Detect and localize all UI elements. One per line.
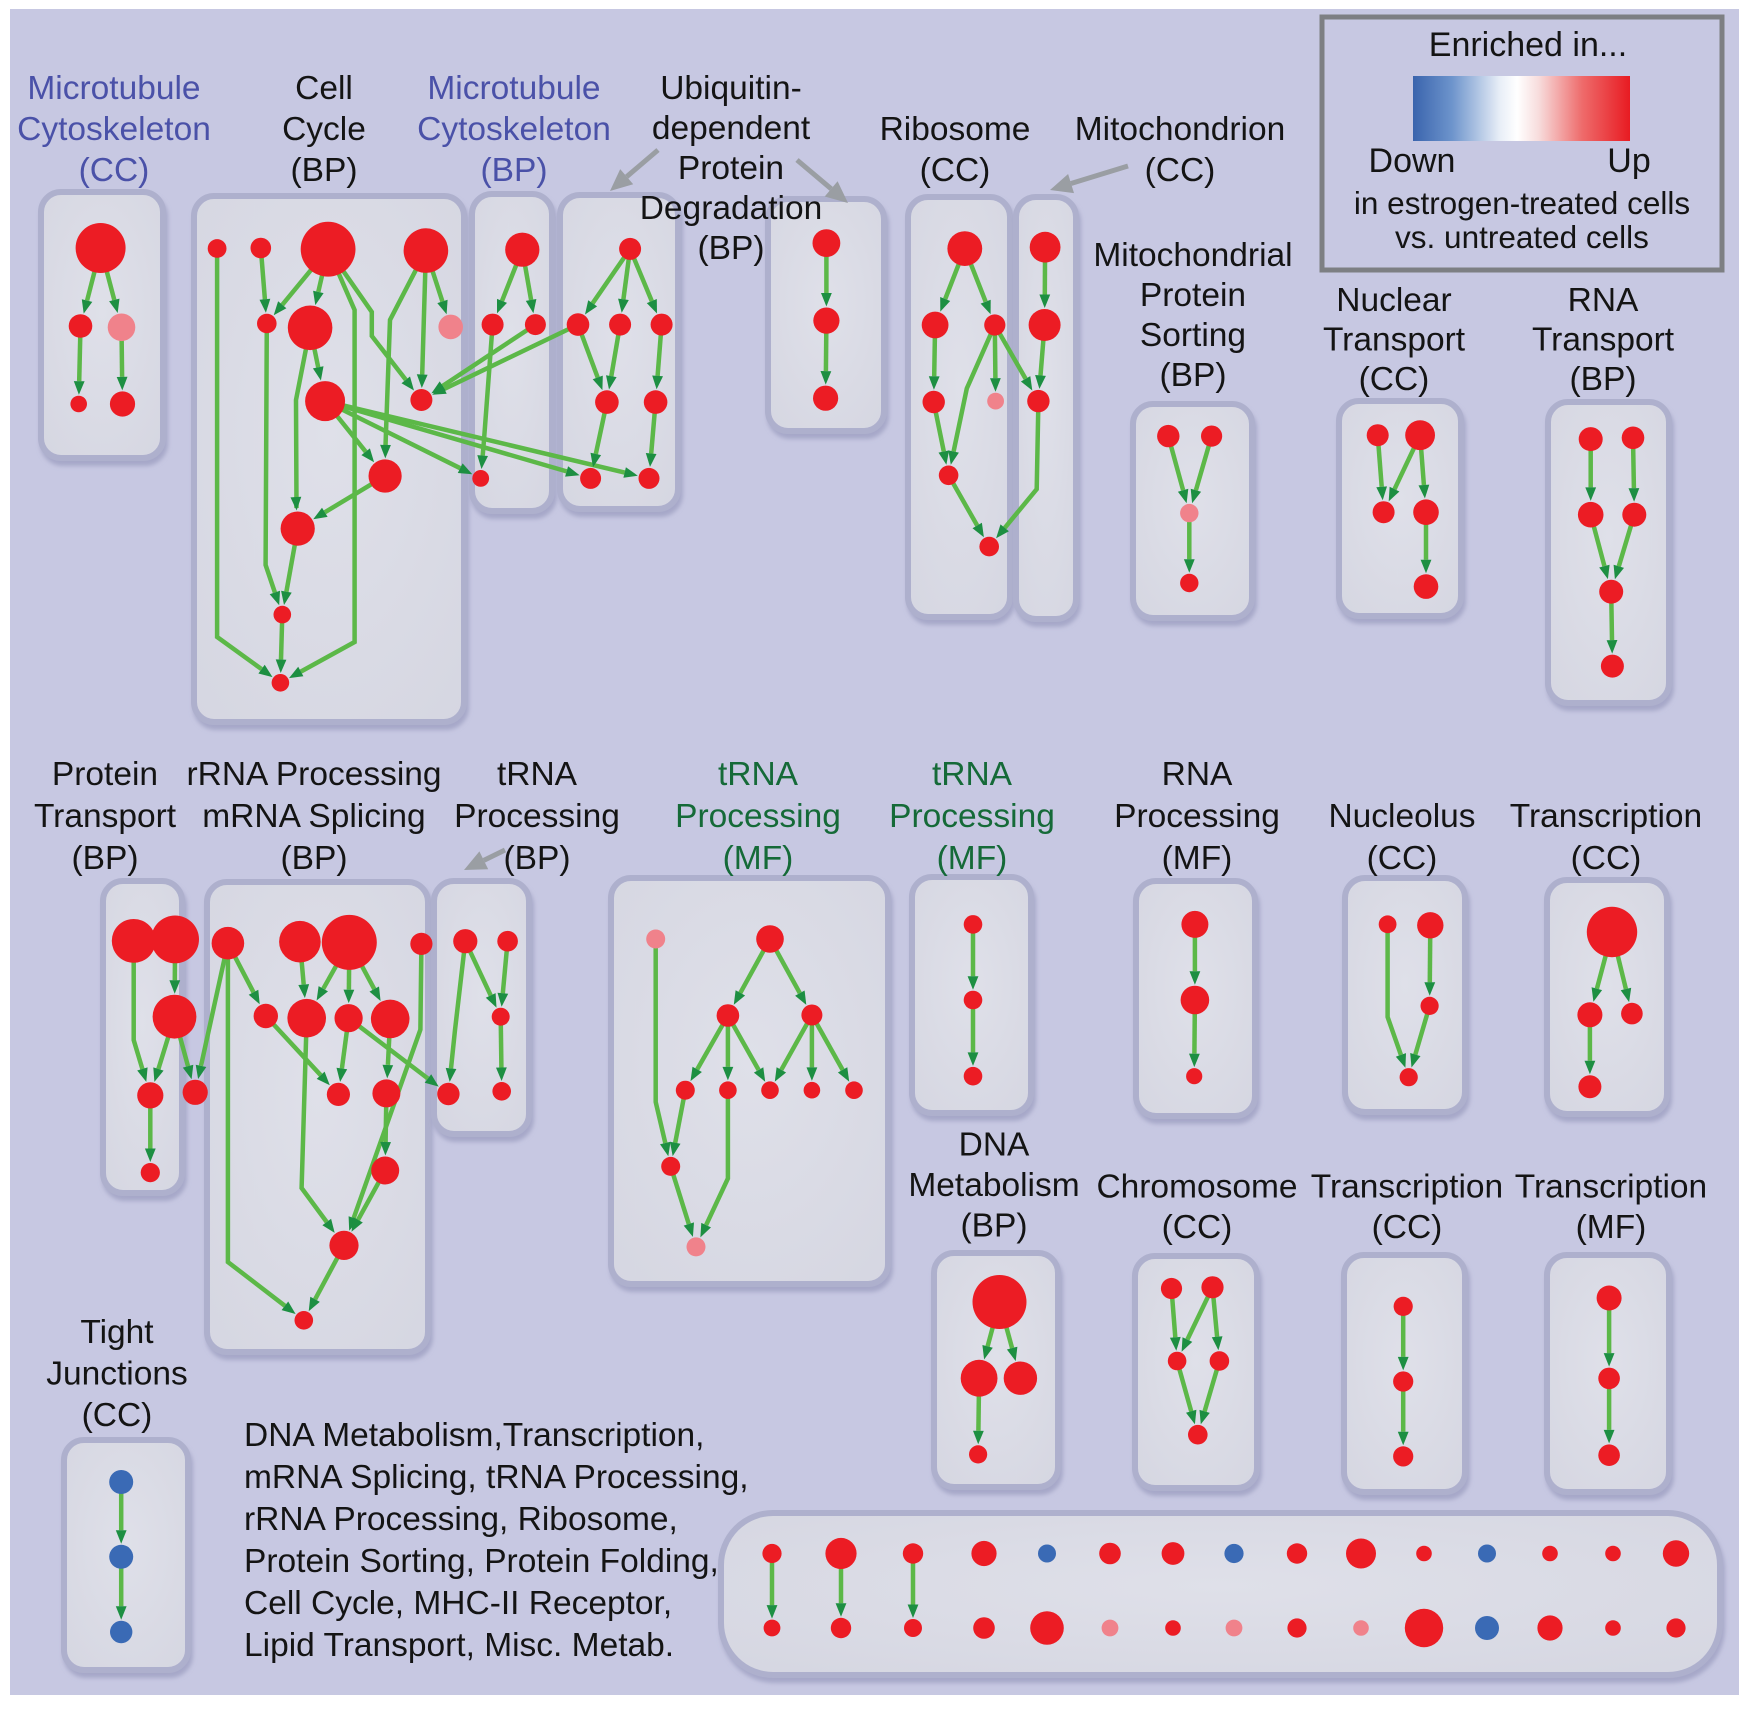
svg-text:(CC): (CC) (1367, 840, 1438, 877)
svg-text:Degradation: Degradation (640, 190, 823, 227)
svg-text:Processing: Processing (1114, 798, 1280, 835)
svg-text:(CC): (CC) (82, 1397, 153, 1434)
svg-text:(CC): (CC) (1359, 361, 1430, 398)
svg-text:(BP): (BP) (698, 230, 765, 267)
svg-text:Mitochondrion: Mitochondrion (1075, 111, 1285, 148)
svg-text:(BP): (BP) (291, 152, 358, 189)
svg-text:Protein: Protein (52, 756, 158, 793)
svg-text:(BP): (BP) (1160, 357, 1227, 394)
svg-text:(BP): (BP) (504, 840, 571, 877)
svg-text:rRNA Processing: rRNA Processing (186, 756, 441, 793)
svg-text:RNA: RNA (1568, 282, 1639, 319)
svg-text:Microtubule: Microtubule (427, 70, 600, 107)
svg-text:Mitochondrial: Mitochondrial (1093, 237, 1292, 274)
svg-text:Ribosome: Ribosome (880, 111, 1031, 148)
svg-text:Transcription: Transcription (1311, 1169, 1503, 1206)
svg-text:(BP): (BP) (481, 152, 548, 189)
svg-text:Cell: Cell (295, 70, 353, 107)
svg-text:(MF): (MF) (723, 840, 794, 877)
svg-text:(MF): (MF) (937, 840, 1008, 877)
svg-text:Sorting: Sorting (1140, 317, 1246, 354)
svg-text:Microtubule: Microtubule (27, 70, 200, 107)
svg-text:tRNA: tRNA (497, 756, 578, 793)
svg-text:Protein Sorting, Protein Foldi: Protein Sorting, Protein Folding, (244, 1543, 719, 1580)
svg-text:Tight: Tight (80, 1314, 154, 1351)
svg-text:Protein: Protein (678, 150, 784, 187)
svg-text:(CC): (CC) (1571, 840, 1642, 877)
svg-text:Cell Cycle, MHC-II Receptor,: Cell Cycle, MHC-II Receptor, (244, 1585, 672, 1622)
svg-text:Metabolism: Metabolism (908, 1167, 1079, 1204)
svg-text:Junctions: Junctions (46, 1356, 188, 1393)
svg-text:(BP): (BP) (72, 840, 139, 877)
svg-text:Transcription: Transcription (1515, 1169, 1707, 1206)
svg-text:Up: Up (1607, 142, 1650, 180)
svg-text:Enriched in...: Enriched in... (1429, 26, 1627, 64)
svg-text:(CC): (CC) (79, 152, 150, 189)
svg-text:(CC): (CC) (920, 152, 991, 189)
svg-text:Transcription: Transcription (1510, 798, 1702, 835)
svg-text:tRNA: tRNA (718, 756, 799, 793)
svg-text:(BP): (BP) (1570, 361, 1637, 398)
svg-text:rRNA Processing, Ribosome,: rRNA Processing, Ribosome, (244, 1501, 678, 1538)
svg-text:(CC): (CC) (1372, 1209, 1443, 1246)
svg-text:DNA: DNA (959, 1127, 1030, 1164)
svg-text:tRNA: tRNA (932, 756, 1013, 793)
svg-text:in estrogen-treated cells: in estrogen-treated cells (1354, 185, 1690, 221)
svg-text:Chromosome: Chromosome (1096, 1169, 1297, 1206)
svg-text:Down: Down (1369, 142, 1456, 180)
svg-text:Nucleolus: Nucleolus (1328, 798, 1475, 835)
svg-text:Processing: Processing (454, 798, 620, 835)
svg-text:dependent: dependent (652, 110, 811, 147)
svg-text:mRNA Splicing, tRNA Processing: mRNA Splicing, tRNA Processing, (244, 1459, 749, 1496)
svg-text:Transport: Transport (1323, 322, 1466, 359)
svg-text:Lipid Transport, Misc. Metab.: Lipid Transport, Misc. Metab. (244, 1627, 674, 1664)
svg-text:(CC): (CC) (1162, 1209, 1233, 1246)
svg-text:(BP): (BP) (281, 840, 348, 877)
svg-text:Nuclear: Nuclear (1336, 282, 1451, 319)
svg-text:RNA: RNA (1162, 756, 1233, 793)
svg-text:Processing: Processing (675, 798, 841, 835)
svg-text:Transport: Transport (1532, 322, 1675, 359)
svg-text:Cytoskeleton: Cytoskeleton (17, 111, 211, 148)
svg-text:(CC): (CC) (1145, 152, 1216, 189)
svg-text:Cytoskeleton: Cytoskeleton (417, 111, 611, 148)
svg-text:Cycle: Cycle (282, 111, 366, 148)
svg-text:(MF): (MF) (1576, 1209, 1647, 1246)
svg-text:mRNA Splicing: mRNA Splicing (202, 798, 425, 835)
svg-text:DNA Metabolism,Transcription,: DNA Metabolism,Transcription, (244, 1417, 704, 1454)
svg-text:vs. untreated cells: vs. untreated cells (1395, 219, 1649, 255)
svg-text:(MF): (MF) (1162, 840, 1233, 877)
svg-text:Transport: Transport (34, 798, 177, 835)
svg-text:Ubiquitin-: Ubiquitin- (660, 70, 802, 107)
svg-text:Protein: Protein (1140, 277, 1246, 314)
svg-text:Processing: Processing (889, 798, 1055, 835)
svg-text:(BP): (BP) (961, 1208, 1028, 1245)
